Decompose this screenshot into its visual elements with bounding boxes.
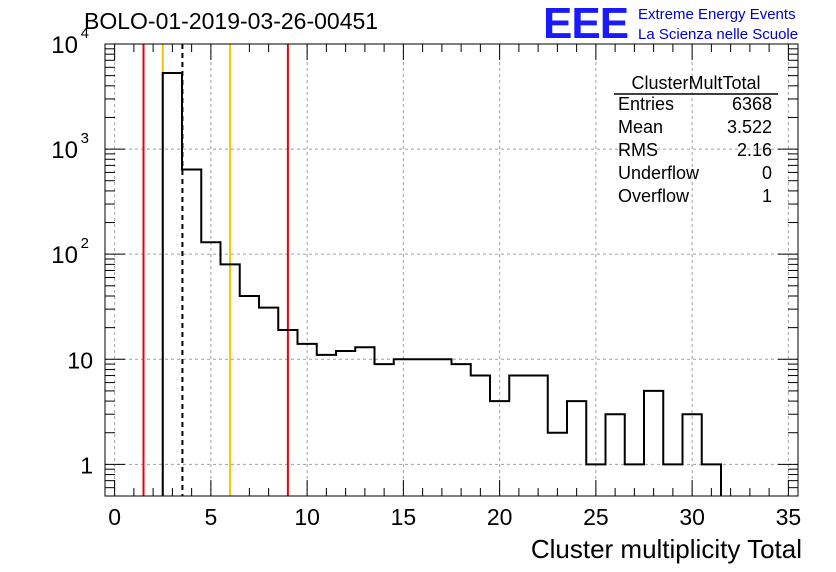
histogram-bin [182,169,201,496]
histogram-bin [298,344,317,496]
histogram-bin [567,401,586,496]
x-tick-label: 35 [776,504,802,530]
eee-logo: EEE Extreme Energy Events La Scienza nel… [543,2,833,46]
x-tick-label: 20 [487,504,513,530]
stats-row-label: Underflow [618,163,700,183]
y-tick-label: 10 [51,137,78,164]
histogram-outline [161,71,722,496]
x-axis-title: Cluster multiplicity Total [531,534,802,564]
histogram-bin [259,308,278,496]
y-tick-label: 10 [67,347,93,373]
histogram-bin [163,73,182,496]
logo-text: EEE [543,0,629,48]
histogram-bin [606,414,625,496]
y-tick-exponent: 4 [81,25,89,42]
histogram-bin [355,347,374,496]
x-tick-label: 0 [108,504,121,530]
histogram-bin [625,464,644,496]
logo-caption-line2: La Scienza nelle Scuole [638,26,799,43]
stats-row-label: RMS [618,140,658,160]
stats-row-value: 1 [762,186,772,206]
histogram-bin [509,376,528,496]
stats-row-value: 6368 [732,94,772,114]
y-tick-label: 1 [80,452,93,478]
y-tick-exponent: 3 [81,130,89,147]
stats-row-value: 2.16 [737,140,772,160]
histogram-bin [471,376,490,496]
histogram-bin [586,464,605,496]
stats-row-label: Overflow [618,186,690,206]
histogram-bin [548,433,567,496]
stats-row-value: 3.522 [727,117,772,137]
histogram-bin [221,264,240,496]
histogram-bin [317,355,336,496]
x-tick-label: 15 [391,504,417,530]
y-tick-label: 10 [51,32,78,59]
histogram-bin [490,401,509,496]
stats-row-value: 0 [762,163,772,183]
y-tick-exponent: 2 [81,235,89,252]
histogram-bin [336,351,355,496]
plot-title: BOLO-01-2019-03-26-00451 [84,8,379,34]
histogram-bin [683,414,702,496]
x-tick-label: 10 [294,504,320,530]
histogram-bin [529,376,548,496]
histogram-bin [432,359,451,496]
histogram-bin [394,359,413,496]
stats-title: ClusterMultTotal [631,73,760,93]
stats-row-label: Entries [618,94,674,114]
x-tick-label: 30 [679,504,705,530]
histogram-bin [278,330,297,496]
histogram-bin [702,464,721,496]
x-tick-label: 5 [204,504,217,530]
histogram-bin [663,464,682,496]
plot-frame [104,43,799,497]
x-tick-label: 25 [583,504,609,530]
histogram-bin [452,364,471,496]
histogram-bin [413,359,432,496]
y-tick-label: 10 [51,242,78,269]
histogram-bin [201,242,220,496]
histogram-bin [375,364,394,496]
histogram-bin [644,391,663,496]
histogram-bin [240,296,259,496]
stats-row-label: Mean [618,117,663,137]
logo-caption-line1: Extreme Energy Events [638,6,796,23]
